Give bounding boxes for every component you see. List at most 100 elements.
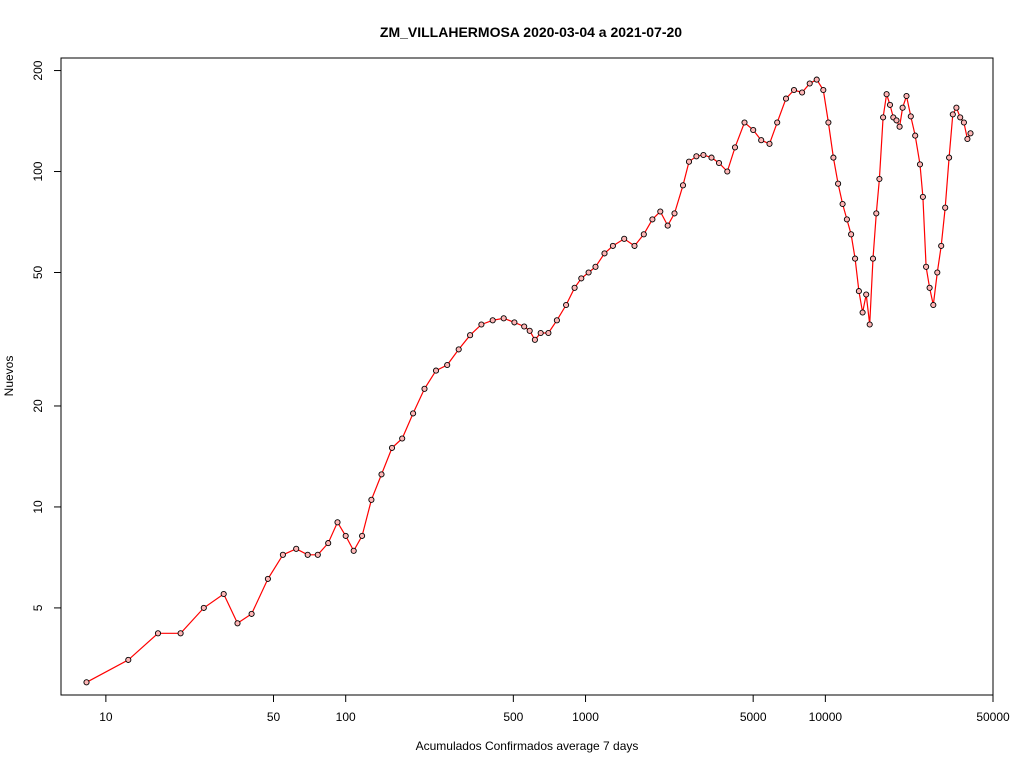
data-point: [919, 193, 926, 200]
y-tick-label: 200: [31, 60, 45, 80]
data-point: [521, 323, 528, 330]
data-point: [511, 319, 518, 326]
data-point: [455, 346, 462, 353]
data-point: [679, 182, 687, 189]
plot-frame: [60, 57, 994, 696]
data-point: [537, 329, 544, 337]
data-point: [685, 158, 693, 165]
data-point: [774, 119, 781, 126]
data-point: [960, 119, 967, 126]
data-point: [631, 242, 638, 249]
data-point: [903, 92, 910, 100]
data-point: [526, 327, 533, 334]
data-point: [578, 275, 585, 282]
data-point: [863, 291, 870, 298]
data-point: [825, 119, 832, 126]
x-tick-label: 10000: [809, 710, 843, 724]
data-point: [410, 410, 417, 417]
data-point: [125, 656, 132, 663]
chart-title: ZM_VILLAHERMOSA 2020-03-04 a 2021-07-20: [380, 24, 682, 40]
data-point: [693, 153, 700, 160]
data-point: [830, 154, 837, 161]
data-point: [248, 610, 255, 617]
data-point: [444, 361, 451, 369]
data-point: [83, 679, 90, 686]
data-point: [839, 200, 846, 208]
data-point: [399, 435, 406, 442]
y-tick-label: 10: [31, 500, 45, 514]
y-axis-title: Nuevos: [2, 356, 16, 397]
data-point: [782, 95, 790, 102]
x-axis: 10 50 100 500 1000 5000 10000 50000: [99, 694, 1010, 724]
data-point: [388, 444, 396, 451]
data-point: [766, 140, 773, 147]
data-point: [478, 321, 485, 328]
data-point: [563, 301, 570, 309]
data-point: [938, 242, 945, 249]
x-tick-label: 50: [267, 710, 281, 724]
data-point: [731, 144, 739, 151]
y-tick-label: 20: [31, 399, 45, 413]
data-point: [545, 329, 552, 337]
data-point: [899, 104, 906, 111]
data-point: [671, 210, 678, 217]
data-point: [621, 235, 628, 242]
data-point: [957, 114, 964, 121]
data-point: [799, 89, 806, 96]
data-point: [293, 545, 300, 552]
data-point: [378, 471, 385, 478]
data-point: [873, 210, 880, 217]
data-point: [664, 222, 671, 229]
data-point: [869, 255, 877, 262]
data-point: [806, 80, 813, 87]
y-tick-label: 100: [31, 161, 45, 181]
data-point: [200, 604, 207, 611]
data-point: [953, 104, 960, 111]
data-point: [342, 532, 349, 539]
x-axis-title: Acumulados Confirmados average 7 days: [416, 739, 639, 753]
data-point: [325, 540, 332, 547]
data-point: [649, 216, 656, 223]
data-point: [820, 86, 827, 94]
x-tick-label: 50000: [976, 710, 1010, 724]
data-point: [314, 551, 321, 558]
data-point: [942, 204, 949, 211]
x-tick-label: 500: [503, 710, 523, 724]
data-point: [531, 336, 538, 343]
data-point: [592, 263, 599, 270]
data-point: [949, 111, 956, 118]
data-point: [907, 113, 914, 120]
data-point: [876, 175, 883, 183]
x-tick-label: 5000: [740, 710, 767, 724]
data-point: [964, 135, 971, 143]
data-point: [432, 367, 440, 374]
data-point: [883, 91, 890, 98]
data-point: [724, 168, 731, 175]
data-point: [154, 630, 162, 637]
data-point: [758, 137, 765, 144]
data-point: [489, 317, 496, 324]
data-point: [896, 123, 903, 130]
data-point: [601, 250, 608, 257]
data-point: [852, 255, 859, 262]
x-tick-label: 100: [336, 710, 356, 724]
data-point: [640, 231, 647, 238]
data-point: [880, 114, 887, 121]
data-point: [813, 76, 820, 83]
data-point: [893, 117, 900, 124]
data-point: [467, 332, 474, 339]
data-point: [220, 590, 227, 598]
data-point: [350, 547, 357, 554]
series-line: [86, 78, 972, 683]
data-point: [334, 519, 341, 526]
data-point: [708, 154, 715, 161]
data-point: [835, 180, 842, 187]
data-point: [967, 130, 974, 137]
data-point: [859, 309, 866, 316]
data-point: [866, 321, 873, 328]
x-tick-label: 10: [99, 710, 113, 724]
data-point: [585, 269, 592, 276]
data-point: [843, 216, 850, 223]
y-axis: 5 10 20 50 100 200: [31, 60, 62, 611]
